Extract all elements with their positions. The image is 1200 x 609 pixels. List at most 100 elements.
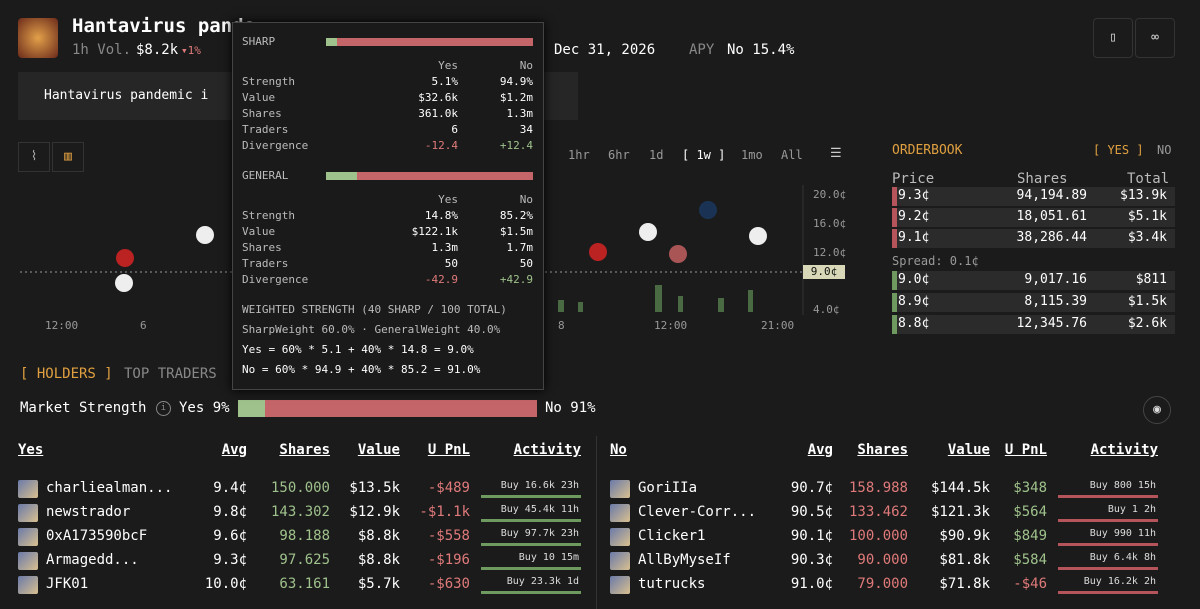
u-pnl: $584: [1013, 552, 1047, 568]
no-value: 1.3m: [506, 107, 534, 120]
holder-name[interactable]: Clever-Corr...: [638, 504, 757, 520]
tooltip: SHARP Yes No Strength 5.1% 94.9% Value $32.6k $1…: [232, 22, 544, 390]
candle-chart-button[interactable]: ▥: [52, 142, 84, 172]
timeframe[interactable]: [ 1w ]: [682, 148, 726, 162]
column-header[interactable]: U PnL: [427, 442, 470, 458]
row-bg: [892, 293, 1175, 312]
column-header[interactable]: Activity: [1090, 442, 1158, 458]
value: $81.8k: [939, 552, 990, 568]
strength-bar-yes: [326, 38, 337, 46]
vol-label: 1h Vol.: [72, 42, 132, 58]
timeframe[interactable]: 1hr: [568, 148, 590, 162]
side-header[interactable]: Yes: [18, 442, 44, 458]
avatar: [610, 504, 630, 522]
row-bg: [892, 187, 1175, 206]
column-header[interactable]: U PnL: [1004, 442, 1047, 458]
weighted-title: WEIGHTED STRENGTH (40 SHARP / 100 TOTAL): [242, 303, 507, 316]
holder-name[interactable]: newstrador: [46, 504, 131, 520]
timeframe[interactable]: All: [781, 148, 803, 162]
metric-label: Divergence: [242, 273, 309, 286]
activity-bar: [1058, 519, 1158, 522]
row-bg: [892, 271, 1175, 290]
value: $13.5k: [349, 480, 400, 496]
holder-name[interactable]: tutrucks: [638, 576, 706, 592]
holder-name[interactable]: 0xA173590bcF: [46, 528, 148, 544]
x-label: 8: [558, 319, 565, 332]
shares: 12,345.76: [1016, 316, 1087, 331]
column-header[interactable]: Shares: [857, 442, 908, 458]
no-value: 1.7m: [506, 241, 534, 254]
yes-tab[interactable]: [ YES ]: [1093, 143, 1144, 157]
value: $90.9k: [939, 528, 990, 544]
top-traders-tab[interactable]: TOP TRADERS: [124, 366, 217, 382]
orderbook-title: ORDERBOOK: [892, 143, 963, 158]
holder-name[interactable]: AllByMyseIf: [638, 552, 731, 568]
shares: 8,115.39: [1024, 294, 1087, 309]
column-header[interactable]: Avg: [807, 442, 833, 458]
vol-change: ▾1%: [181, 44, 201, 57]
avatar: [18, 528, 38, 546]
no-value: 34: [519, 123, 533, 136]
timeframe[interactable]: 1mo: [741, 148, 763, 162]
metric-label: Value: [242, 91, 276, 104]
no-tab[interactable]: NO: [1157, 143, 1172, 157]
activity-bar: [1058, 495, 1158, 498]
link-button[interactable]: ∞: [1135, 18, 1175, 58]
shares: 133.462: [848, 504, 908, 520]
strength-bar: [326, 172, 533, 180]
column-header[interactable]: Value: [357, 442, 400, 458]
shares: 97.625: [279, 552, 330, 568]
holder-name[interactable]: Armagedd...: [46, 552, 139, 568]
shares: 38,286.44: [1016, 230, 1087, 245]
holder-name[interactable]: Clicker1: [638, 528, 706, 544]
holder-name[interactable]: charliealman...: [46, 480, 173, 496]
u-pnl: -$630: [427, 576, 470, 592]
shares: 100.000: [848, 528, 908, 544]
avg: 10.0¢: [204, 576, 247, 592]
vol: $8.2k: [136, 42, 179, 58]
market-title: Hantavirus pande: [72, 15, 256, 37]
apy-label: APY: [689, 42, 715, 58]
depth-bar: [892, 208, 897, 227]
value: $144.5k: [930, 480, 990, 496]
column-header[interactable]: Shares: [279, 442, 330, 458]
activity-bar: [481, 567, 581, 570]
total: $2.6k: [1127, 316, 1167, 331]
line-chart-button[interactable]: ⌇: [18, 142, 50, 172]
holders-tab[interactable]: [ HOLDERS ]: [20, 366, 113, 382]
apy: No 15.4%: [727, 42, 795, 58]
avg: 90.1¢: [790, 528, 833, 544]
col-yes: Yes: [438, 59, 458, 72]
no-value: +12.4: [499, 139, 533, 152]
chart-settings-button[interactable]: ☰: [830, 146, 842, 161]
bookmark-button[interactable]: ▯: [1093, 18, 1133, 58]
avg: 9.4¢: [213, 480, 247, 496]
activity-bar: [1058, 591, 1158, 594]
row-bg: [892, 208, 1175, 227]
y-label: 20.0¢: [813, 188, 847, 201]
timeframe[interactable]: 6hr: [608, 148, 630, 162]
depth-bar: [892, 293, 897, 312]
holder-name[interactable]: JFK01: [46, 576, 89, 592]
shares: 9,017.16: [1024, 272, 1087, 287]
yes-strength: Yes 9%: [179, 400, 230, 416]
info-icon[interactable]: i: [156, 401, 171, 416]
holder-name[interactable]: GoriIIa: [638, 480, 698, 496]
price: 9.3¢: [898, 188, 930, 203]
column-header[interactable]: Value: [947, 442, 990, 458]
metric-label: Traders: [242, 257, 289, 270]
shares: 158.988: [848, 480, 908, 496]
end-date: Dec 31, 2026: [554, 42, 656, 58]
settings-button[interactable]: ◉: [1143, 396, 1171, 424]
spread: Spread: 0.1¢: [892, 254, 979, 268]
column-header[interactable]: Avg: [221, 442, 247, 458]
activity-bar: [1058, 567, 1158, 570]
timeframe[interactable]: 1d: [649, 148, 664, 162]
column-header[interactable]: Activity: [513, 442, 581, 458]
yes-value: 50: [444, 257, 458, 270]
total: $13.9k: [1120, 188, 1167, 203]
side-header[interactable]: No: [610, 442, 627, 458]
shares: 79.000: [857, 576, 908, 592]
yes-value: 361.0k: [418, 107, 458, 120]
activity: Buy 16.6k 23h: [500, 480, 579, 491]
